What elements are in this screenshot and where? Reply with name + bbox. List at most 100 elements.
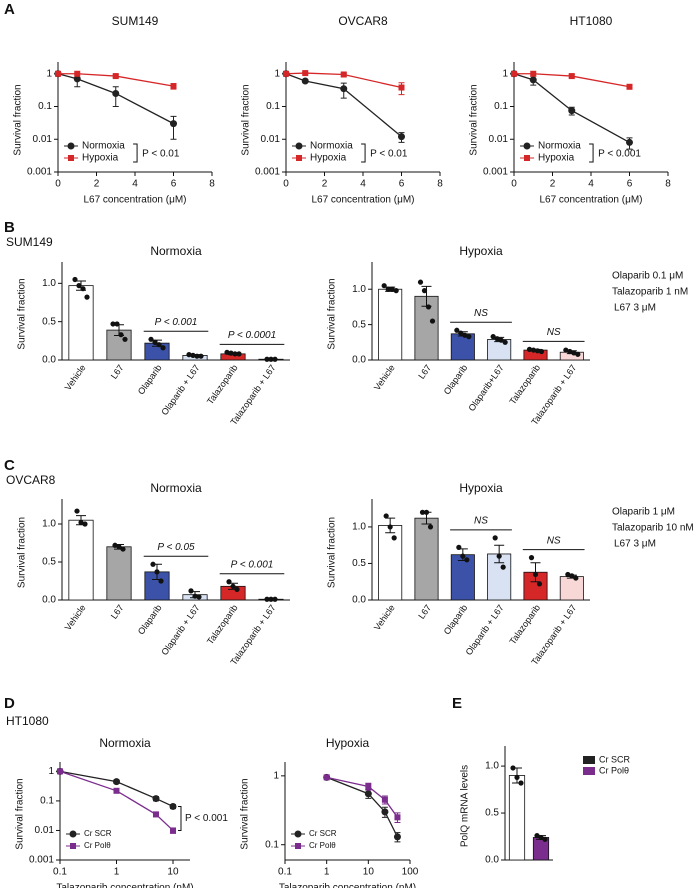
- data-point: [388, 524, 393, 529]
- x-tick-label: 6: [171, 179, 177, 190]
- data-point: [424, 510, 429, 515]
- data-point: [74, 508, 79, 513]
- y-tick-label: 0.01: [35, 825, 55, 836]
- data-point: [120, 546, 125, 551]
- x-tick-label: Olaparib: [136, 603, 164, 637]
- bar: [107, 547, 131, 600]
- x-tick-label: Olaparib+L67: [466, 363, 505, 413]
- marker: [57, 768, 63, 774]
- x-tick-label: L67: [109, 363, 126, 381]
- x-tick-label: 1: [114, 867, 120, 878]
- y-tick-label: 0.5: [485, 808, 499, 819]
- marker: [382, 797, 388, 803]
- y-tick-label: 1.0: [352, 522, 366, 533]
- legend-label: Normoxia: [82, 141, 125, 152]
- x-axis-label: L67 concentration (μM): [311, 195, 414, 206]
- data-point: [198, 354, 203, 359]
- x-tick-label: 10: [167, 867, 179, 878]
- y-tick-label: 0.01: [261, 134, 281, 145]
- x-tick-label: 2: [550, 179, 556, 190]
- y-axis-label: Survival fraction: [241, 84, 252, 155]
- annotation: P < 0.01: [142, 149, 180, 160]
- row-label: OVCAR8: [6, 473, 56, 487]
- y-tick-label: 1.0: [352, 284, 366, 295]
- data-point: [382, 283, 387, 288]
- panel-label: A: [4, 1, 15, 18]
- data-point: [573, 575, 578, 580]
- legend-label: Cr SCR: [309, 829, 337, 838]
- x-tick-label: 0.1: [278, 867, 292, 878]
- marker: [365, 790, 372, 797]
- marker: [169, 803, 176, 810]
- legend-label: Cr Polθ: [309, 841, 336, 850]
- x-tick-label: 2: [322, 179, 328, 190]
- legend-label: Normoxia: [310, 141, 353, 152]
- bar: [560, 577, 583, 600]
- y-tick-label: 0.5: [42, 557, 56, 568]
- y-tick-label: 1: [48, 766, 54, 777]
- x-tick-label: 0.1: [53, 867, 67, 878]
- y-tick-label: 0.5: [352, 319, 366, 330]
- marker: [341, 71, 347, 77]
- legend-marker: [70, 831, 77, 838]
- data-point: [234, 587, 239, 592]
- data-point: [464, 557, 469, 562]
- y-tick-label: 0.001: [255, 167, 280, 178]
- y-axis-label: Survival fraction: [17, 278, 28, 349]
- x-tick-label: 0: [55, 179, 61, 190]
- chart-title: Normoxia: [150, 481, 202, 495]
- chart-title: SUM149: [112, 14, 159, 28]
- bar: [509, 775, 524, 860]
- marker: [170, 827, 176, 833]
- x-tick-label: L67: [109, 603, 126, 621]
- y-axis-label: Survival fraction: [327, 278, 338, 349]
- data-point: [466, 334, 471, 339]
- chart-title: Hypoxia: [326, 736, 370, 750]
- y-tick-label: 0.0: [42, 595, 56, 606]
- y-tick-label: 1.0: [42, 278, 56, 289]
- marker: [530, 76, 537, 83]
- marker: [568, 107, 575, 114]
- error-bar: [171, 116, 177, 139]
- x-tick-label: 10: [363, 867, 375, 878]
- x-tick-label: 2: [94, 179, 100, 190]
- marker: [340, 85, 347, 92]
- legend-marker: [68, 155, 74, 161]
- bar: [415, 518, 438, 600]
- legend-swatch: [583, 767, 595, 775]
- data-point: [226, 579, 231, 584]
- y-tick-label: 0.01: [489, 134, 509, 145]
- data-point: [426, 304, 431, 309]
- x-tick-label: Olaparib: [136, 363, 164, 397]
- marker: [152, 795, 159, 802]
- x-tick-label: Talazoparib: [507, 603, 542, 646]
- y-tick-label: 0.1: [266, 101, 280, 112]
- marker: [302, 70, 308, 76]
- data-point: [542, 837, 547, 842]
- annotation: P < 0.0001: [228, 330, 276, 341]
- panel-label: B: [4, 219, 15, 236]
- note: Talazoparib 1 nM: [612, 287, 688, 298]
- bracket: [589, 144, 593, 162]
- legend-label: Cr SCR: [599, 754, 630, 764]
- data-point: [154, 569, 159, 574]
- marker: [381, 808, 388, 815]
- x-tick-label: Vehicle: [372, 603, 397, 633]
- y-tick-label: 0.001: [29, 855, 54, 866]
- marker: [153, 811, 159, 817]
- data-point: [384, 513, 389, 518]
- y-tick-label: 1: [274, 68, 280, 79]
- data-point: [533, 572, 538, 577]
- note: L67 3 μM: [614, 539, 656, 550]
- data-point: [236, 351, 241, 356]
- legend-marker: [70, 843, 76, 849]
- x-tick-label: 0: [283, 179, 289, 190]
- y-tick-label: 0.1: [494, 101, 508, 112]
- y-tick-label: 1.0: [485, 761, 499, 772]
- data-point: [272, 597, 277, 602]
- annotation: P < 0.05: [157, 542, 195, 553]
- x-tick-label: Olaparib: [442, 603, 470, 637]
- x-tick-label: Vehicle: [63, 603, 88, 633]
- data-point: [493, 535, 498, 540]
